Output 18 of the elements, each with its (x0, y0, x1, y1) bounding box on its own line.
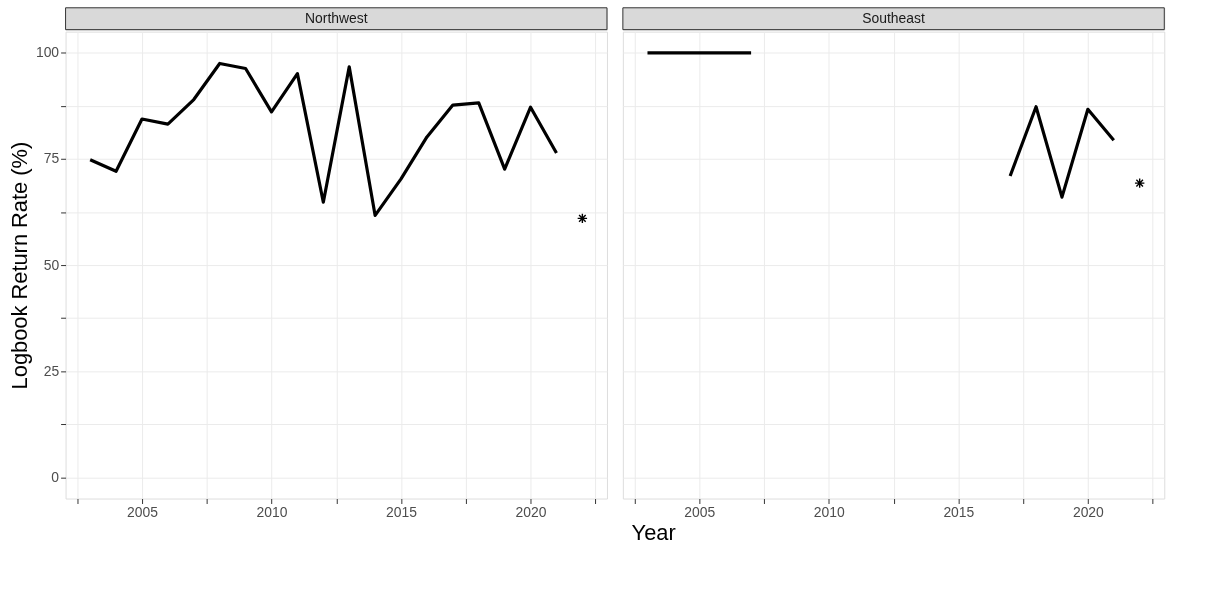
x-tick-label: 2005 (684, 503, 716, 520)
chart-title: Northwest (305, 9, 368, 26)
y-tick-label: 75 (43, 150, 60, 167)
x-tick-label: 2020 (1072, 503, 1105, 520)
x-tick-label: 2010 (256, 503, 288, 520)
y-axis-title: Logbook Return Rate (%) (6, 141, 32, 390)
x-tick-label: 2010 (813, 503, 846, 520)
line-series (88, 61, 559, 218)
y-tick-label: 25 (43, 362, 60, 379)
x-tick-label: 2015 (386, 503, 418, 520)
y-tick-label: 0 (51, 468, 60, 485)
x-tick-label: 2005 (127, 503, 159, 520)
chart-title: Southeast (862, 9, 925, 26)
x-axis-title: Year (631, 520, 676, 546)
x-tick-label: 2020 (515, 503, 547, 520)
y-tick-label: 50 (43, 256, 60, 273)
x-tick-label: 2015 (943, 503, 975, 520)
y-tick-label: 100 (35, 44, 60, 61)
